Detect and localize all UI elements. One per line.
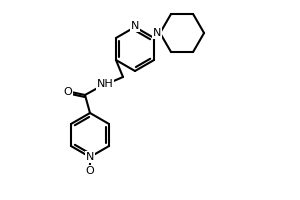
Text: N: N	[131, 21, 139, 31]
Text: O: O	[85, 166, 94, 176]
Text: N: N	[153, 28, 161, 38]
Text: O: O	[64, 87, 72, 97]
Text: N: N	[86, 152, 94, 162]
Text: NH: NH	[97, 79, 113, 89]
